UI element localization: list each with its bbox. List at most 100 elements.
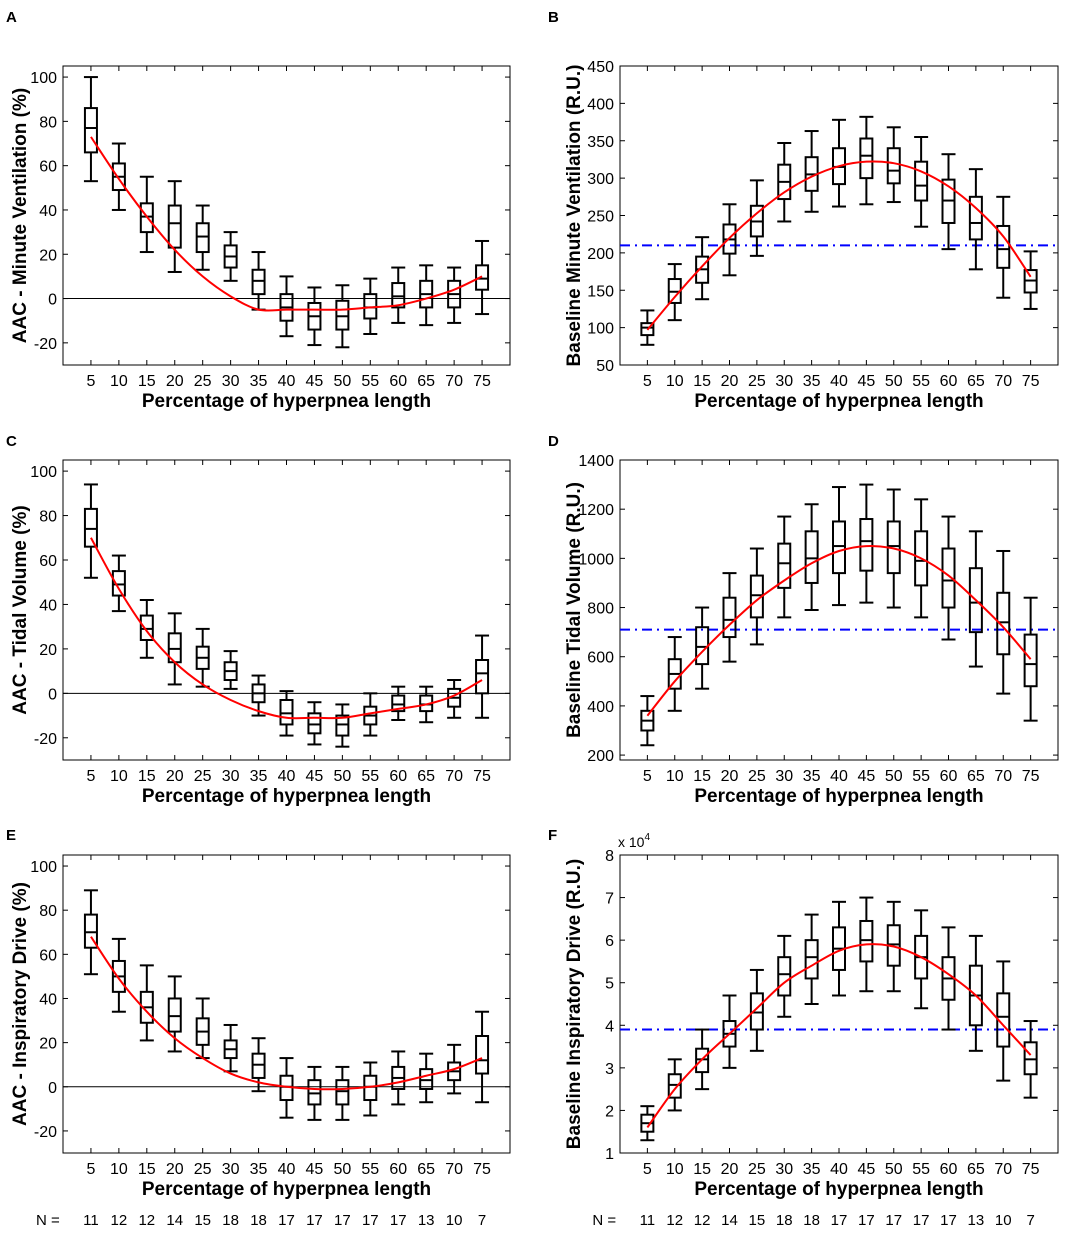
x-tick-label: 40 (278, 373, 296, 390)
box-x5 (640, 309, 655, 346)
y-tick-label: 1200 (578, 502, 614, 519)
box-iqr (749, 204, 764, 238)
x-tick-label: 35 (250, 373, 268, 390)
x-tick-label: 60 (389, 1161, 407, 1178)
box-iqr (111, 570, 126, 597)
box-x35 (804, 503, 819, 611)
x-tick-label: 40 (830, 768, 848, 785)
box-x20 (167, 180, 182, 273)
box-x65 (968, 530, 983, 668)
x-tick-label: 40 (830, 373, 848, 390)
x-tick-label: 55 (361, 373, 379, 390)
y-tick-label: 40 (39, 597, 57, 614)
y-tick-label: 20 (39, 642, 57, 659)
box-x25 (195, 627, 210, 688)
x-tick-label: 20 (166, 373, 184, 390)
x-tick-label: 45 (857, 1161, 875, 1178)
box-iqr (111, 959, 126, 993)
box-iqr (941, 178, 956, 224)
n-label: N = (592, 1212, 617, 1229)
box-iqr (996, 224, 1011, 269)
x-tick-label: 5 (86, 373, 95, 390)
y-axis-label: AAC - Minute Ventilation (%) (10, 88, 31, 343)
y-tick-label: 40 (39, 991, 57, 1008)
box-x60 (941, 515, 956, 641)
axes-frame (619, 65, 1059, 366)
box-iqr (223, 661, 238, 682)
x-tick-label: 55 (361, 768, 379, 785)
x-tick-label: 60 (389, 373, 407, 390)
y-tick-label: 3 (605, 1061, 614, 1078)
box-x55 (914, 909, 929, 1010)
box-x65 (419, 1052, 434, 1104)
box-x60 (391, 266, 406, 324)
y-tick-label: 200 (587, 246, 614, 263)
n-count: 10 (994, 1212, 1012, 1229)
y-tick-label: 8 (605, 848, 614, 865)
box-x35 (251, 251, 266, 311)
box-x15 (695, 236, 710, 301)
box-x60 (391, 1050, 406, 1106)
box-x10 (667, 636, 682, 712)
box-iqr (363, 705, 378, 726)
y-tick-label: 0 (48, 1080, 57, 1097)
x-tick-label: 15 (693, 1161, 711, 1178)
n-count: 14 (721, 1212, 738, 1229)
box-iqr (279, 293, 294, 322)
box-iqr (832, 520, 846, 575)
fit-curve (90, 136, 483, 312)
n-count: 7 (477, 1212, 487, 1229)
box-x45 (307, 1065, 322, 1121)
x-tick-label: 20 (166, 768, 184, 785)
n-count: 17 (830, 1212, 848, 1229)
x-tick-label: 20 (721, 1161, 739, 1178)
y-tick-label: 5 (605, 976, 614, 993)
panel-label: C (6, 433, 17, 450)
n-count: 13 (967, 1212, 985, 1229)
n-count: 11 (639, 1212, 656, 1229)
y-tick-label: 250 (587, 209, 614, 226)
box-x40 (832, 118, 846, 208)
x-tick-label: 5 (643, 768, 652, 785)
y-tick-label: 60 (39, 947, 57, 964)
box-x60 (941, 153, 956, 251)
box-x75 (475, 634, 490, 719)
n-count: 12 (110, 1212, 128, 1229)
n-count: 12 (693, 1212, 711, 1229)
y-tick-label: 450 (587, 59, 614, 76)
box-iqr (695, 1047, 710, 1074)
box-iqr (251, 683, 266, 704)
box-iqr (167, 997, 182, 1033)
y-tick-label: 0 (48, 292, 57, 309)
box-iqr (941, 547, 956, 609)
y-tick-label: 7 (605, 891, 614, 908)
n-count: 14 (166, 1212, 184, 1229)
x-tick-label: 50 (333, 1161, 351, 1178)
x-tick-label: 50 (333, 768, 351, 785)
x-tick-label: 70 (994, 1161, 1012, 1178)
x-axis-label: Percentage of hyperpnea length (142, 1179, 431, 1200)
box-x15 (139, 964, 154, 1042)
x-tick-label: 5 (86, 1161, 95, 1178)
axes-frame (619, 854, 1059, 1154)
box-x55 (914, 136, 929, 228)
fit-curve (646, 160, 1032, 331)
panel-d: D 200 400 600 800 1000 1200 1400 5 10 15 20 25 30 35 40… (548, 433, 1059, 807)
box-x20 (167, 975, 182, 1053)
x-tick-label: 30 (222, 373, 240, 390)
x-tick-label: 70 (445, 768, 463, 785)
box-x75 (1023, 250, 1038, 310)
box-x45 (859, 483, 874, 604)
box-x70 (996, 960, 1011, 1082)
box-iqr (722, 596, 737, 639)
box-iqr (695, 255, 710, 284)
x-tick-label: 55 (361, 1161, 379, 1178)
n-count: 17 (912, 1212, 930, 1229)
y-tick-label: 100 (30, 859, 57, 876)
fit-curve (646, 544, 1032, 717)
box-x35 (804, 130, 819, 213)
x-tick-label: 25 (748, 373, 766, 390)
x-tick-label: 50 (885, 1161, 903, 1178)
n-count: 18 (803, 1212, 820, 1229)
